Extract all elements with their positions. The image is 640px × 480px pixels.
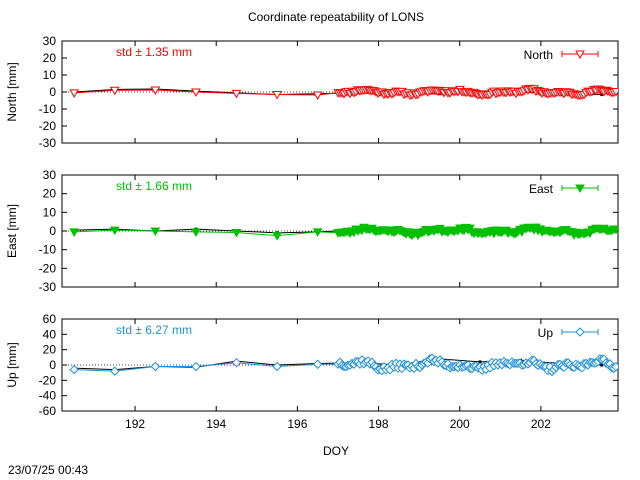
panel-east-legend-label: East <box>529 182 554 196</box>
panel-up-ytick-label: -40 <box>39 389 57 403</box>
panel-north-legend-label: North <box>524 48 553 62</box>
panel-up-series-point <box>272 361 282 372</box>
panel-up-reference-point <box>478 360 482 364</box>
panel-north: -30 -20 -10 0 10 20 30 North [mm] std ± 1.35 mm N… <box>5 34 619 150</box>
panel-east-series-point <box>191 228 201 237</box>
x-tick-label: 202 <box>531 417 551 431</box>
x-tick-label: 200 <box>450 417 470 431</box>
panel-east-series-point <box>69 228 80 237</box>
panel-north-series-point <box>109 86 120 96</box>
panel-north-series-point <box>272 91 282 100</box>
panel-up-std-label: std ± 6.27 mm <box>116 323 192 337</box>
panel-east-ytick-label: 20 <box>43 187 57 201</box>
panel-up-series-point <box>231 357 242 368</box>
panel-north-ylabel: North [mm] <box>5 62 19 121</box>
panel-east-legend-marker <box>575 184 585 194</box>
panel-up-series-point <box>69 364 79 375</box>
panel-up-series-point <box>191 361 201 372</box>
panel-up-legend-marker <box>575 327 585 337</box>
panel-up-legend-label: Up <box>538 326 554 340</box>
panel-up-ylabel: Up [mm] <box>5 342 19 387</box>
panel-north-legend-marker <box>575 50 585 60</box>
panel-north-series-point <box>191 88 201 98</box>
timestamp: 23/07/25 00:43 <box>8 463 88 477</box>
panel-north-ytick-label: 0 <box>49 85 56 99</box>
panel-up-ytick-label: 20 <box>43 343 57 357</box>
panel-east-series-point <box>312 228 323 237</box>
panel-up-series-point <box>312 359 323 369</box>
panel-east-ytick-label: -30 <box>39 280 57 294</box>
x-tick-label: 196 <box>287 417 307 431</box>
panel-up-ytick-label: 40 <box>43 327 57 341</box>
panel-north-legend: North <box>524 48 599 62</box>
panel-east-series-point <box>150 227 161 237</box>
panel-north-ytick-label: -20 <box>39 119 57 133</box>
panel-east-data <box>69 223 618 241</box>
panel-up-ytick-label: 0 <box>49 358 56 372</box>
x-tick-label: 192 <box>125 417 145 431</box>
panel-east: -30 -20 -10 0 10 20 30 East [mm] std ± 1.66 mm Ea… <box>5 168 619 294</box>
x-tick-label: 194 <box>206 417 226 431</box>
panel-east-series-point <box>231 228 242 238</box>
panel-up-legend: Up <box>538 326 599 340</box>
panel-east-ytick-label: 0 <box>49 224 56 238</box>
panel-east-series-point <box>109 226 120 236</box>
panel-north-data <box>69 84 618 101</box>
panel-east-std-label: std ± 1.66 mm <box>116 179 192 193</box>
x-tick-label: 198 <box>369 417 389 431</box>
panel-north-series-point <box>69 89 80 98</box>
panel-up-reference-point <box>600 363 604 367</box>
panel-up-ytick-label: -60 <box>39 404 57 418</box>
panel-north-series-point <box>150 86 161 95</box>
panel-east-series-point <box>611 225 618 235</box>
panel-north-ytick-label: -10 <box>39 102 57 116</box>
panel-east-legend: East <box>529 182 599 196</box>
panel-up-series-point <box>150 361 161 372</box>
panel-east-series-point <box>272 232 282 241</box>
panel-north-ytick-label: 10 <box>43 68 57 82</box>
panel-up-data <box>69 353 618 377</box>
panel-north-ytick-label: 20 <box>43 51 57 65</box>
panel-north-ytick-label: -30 <box>39 136 57 150</box>
panel-east-ytick-label: 10 <box>43 205 57 219</box>
panel-north-series-point <box>231 89 242 99</box>
panel-east-ytick-label: -20 <box>39 261 57 275</box>
panel-east-ylabel: East [mm] <box>5 204 19 258</box>
panel-up-series-point <box>110 366 120 376</box>
panel-north-std-label: std ± 1.35 mm <box>116 45 192 59</box>
panel-north-series-point <box>611 88 618 97</box>
panel-up-series-point <box>611 361 618 372</box>
panel-up-ytick-label: 60 <box>43 312 57 326</box>
panel-north-ytick-label: 30 <box>43 34 57 48</box>
x-axis-label: DOY <box>323 444 349 458</box>
chart-panels: -30 -20 -10 0 10 20 30 North [mm] std ± 1.35 mm N… <box>5 34 619 431</box>
panel-north-series-point <box>312 91 323 101</box>
panel-up-ytick-label: -20 <box>39 373 57 387</box>
chart-title: Coordinate repeatability of LONS <box>248 10 424 24</box>
panel-east-ytick-label: -10 <box>39 243 57 257</box>
panel-east-ytick-label: 30 <box>43 168 57 182</box>
